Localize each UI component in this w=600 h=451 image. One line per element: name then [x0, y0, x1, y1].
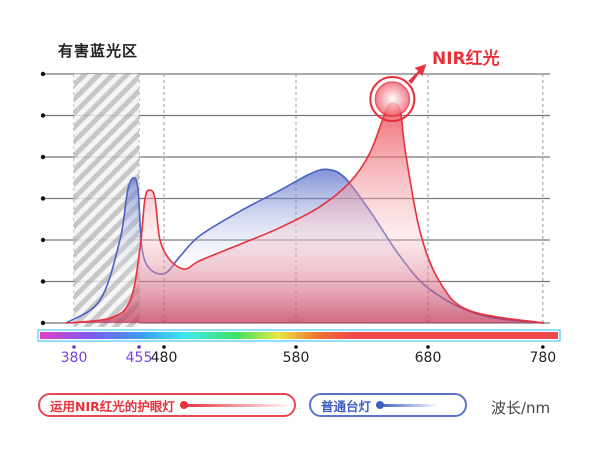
x-axis-unit: 波长/nm [491, 399, 551, 417]
x-tick-dot [426, 345, 430, 349]
y-grid-dot [40, 320, 46, 326]
legend-line-red [179, 401, 293, 409]
x-tick-dot [162, 345, 166, 349]
series-area-0 [66, 103, 544, 323]
x-tick-label: 680 [414, 350, 442, 366]
legend-line-blue [376, 401, 440, 409]
nir-label: NIR红光 [432, 49, 500, 69]
nir-annotation [369, 64, 427, 123]
x-tick-label: 380 [60, 350, 88, 366]
x-tick-dot [541, 345, 545, 349]
legend-item-nir-lamp: 运用NIR红光的护眼灯 [38, 393, 296, 417]
series-line-0 [65, 102, 545, 324]
x-tick-label: 455 [125, 350, 153, 366]
legend-label: 运用NIR红光的护眼灯 [50, 398, 175, 414]
x-tick-dot [72, 345, 76, 349]
arrow-icon [408, 64, 427, 85]
spectrum-bar [40, 332, 558, 339]
nir-ring-inner [374, 81, 411, 117]
y-grid-dot [40, 71, 46, 77]
y-grid-dot [40, 113, 46, 118]
y-grid-dot [40, 237, 46, 243]
x-tick-dot [137, 345, 141, 349]
x-tick-label: 480 [150, 350, 178, 366]
legend-item-normal-lamp: 普通台灯 [309, 393, 467, 417]
y-grid-dot [40, 154, 46, 160]
y-grid-dot [40, 196, 46, 201]
x-tick-label: 780 [529, 350, 557, 366]
spectrum-bar-frame [37, 329, 561, 342]
chart-title: 有害蓝光区 [58, 42, 139, 60]
legend-label: 普通台灯 [321, 398, 372, 414]
nir-ring-outer [369, 76, 416, 123]
y-grid-dot [40, 279, 46, 284]
x-tick-label: 580 [282, 350, 310, 366]
x-tick-dot [294, 345, 298, 349]
